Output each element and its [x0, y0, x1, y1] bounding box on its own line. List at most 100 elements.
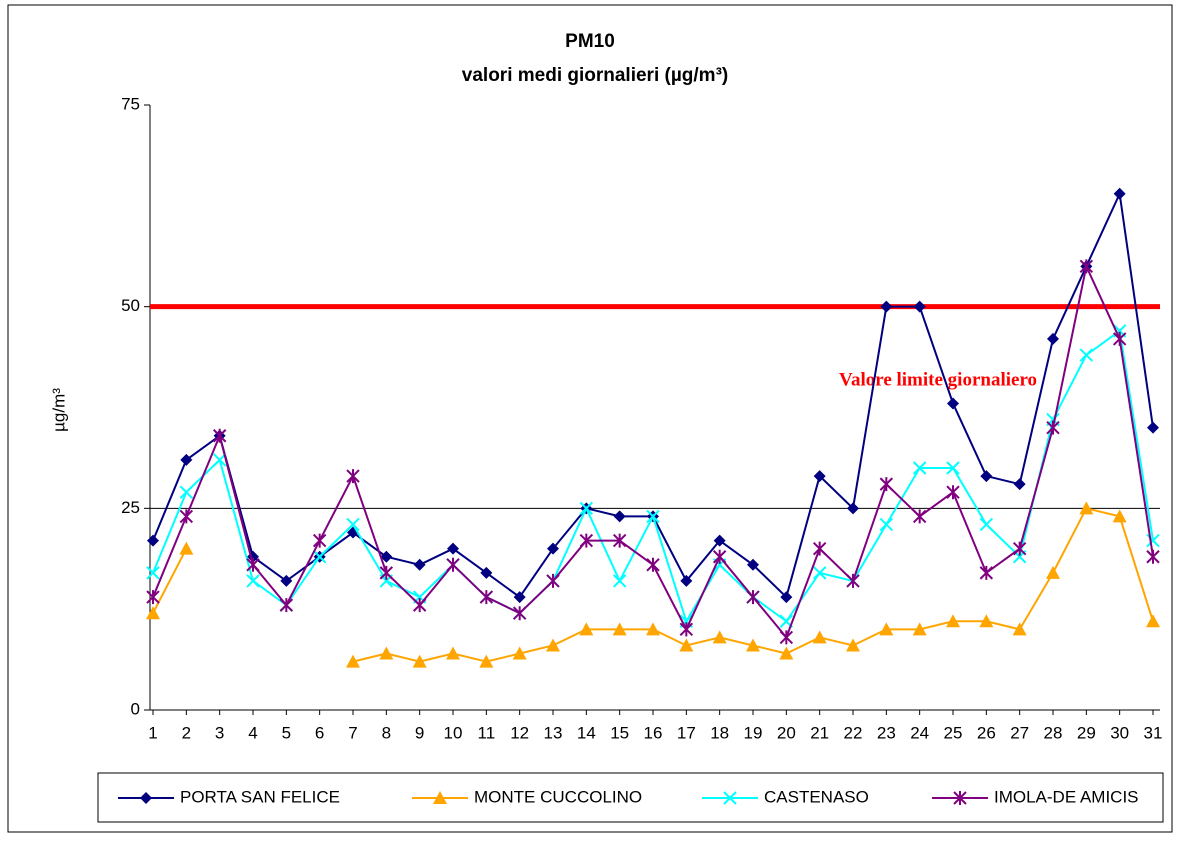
marker — [579, 533, 594, 548]
marker — [147, 534, 159, 547]
marker — [547, 542, 559, 555]
marker-shape — [746, 638, 760, 652]
marker-shape — [646, 557, 660, 572]
marker — [146, 606, 160, 620]
marker-shape — [813, 470, 826, 483]
marker — [1146, 614, 1160, 628]
marker — [1079, 259, 1094, 274]
marker-shape — [946, 461, 960, 475]
legend-label: IMOLA-DE AMICIS — [994, 787, 1139, 806]
marker — [179, 541, 194, 555]
y-tick-label: 0 — [131, 699, 140, 718]
marker — [346, 517, 360, 532]
marker-shape — [1012, 622, 1027, 636]
marker-shape — [433, 791, 447, 804]
marker-shape — [1047, 332, 1059, 345]
marker-shape — [980, 470, 993, 483]
marker — [412, 598, 427, 613]
marker — [912, 622, 927, 636]
marker-shape — [179, 485, 194, 499]
marker-shape — [912, 461, 927, 475]
legend-label: CASTENASO — [764, 787, 869, 806]
marker-shape — [179, 541, 194, 555]
marker — [447, 542, 459, 555]
marker-shape — [212, 428, 227, 443]
x-tick-label: 20 — [777, 723, 796, 742]
marker-shape — [712, 630, 727, 644]
marker — [747, 558, 759, 571]
marker-shape — [546, 573, 560, 588]
marker — [1079, 348, 1094, 362]
x-tick-label: 31 — [1144, 723, 1163, 742]
marker — [1046, 420, 1060, 435]
marker — [646, 622, 660, 636]
marker-shape — [479, 654, 494, 668]
x-tick-label: 12 — [510, 723, 529, 742]
marker — [612, 622, 627, 636]
marker — [879, 477, 894, 492]
marker — [379, 646, 394, 660]
marker — [679, 638, 694, 652]
marker-shape — [146, 606, 160, 620]
marker-shape — [1046, 565, 1060, 579]
marker — [813, 470, 826, 483]
marker — [180, 453, 193, 466]
marker-shape — [346, 654, 360, 668]
marker-shape — [412, 654, 427, 668]
marker-shape — [713, 534, 726, 547]
marker-shape — [612, 622, 627, 636]
marker — [746, 638, 760, 652]
marker-shape — [879, 622, 894, 636]
x-tick-label: 22 — [844, 723, 863, 742]
x-tick-label: 14 — [577, 723, 596, 742]
marker — [546, 638, 560, 652]
marker — [379, 565, 394, 580]
marker-shape — [312, 533, 327, 548]
x-tick-label: 16 — [644, 723, 663, 742]
marker — [979, 565, 994, 580]
marker-shape — [723, 791, 737, 805]
marker — [446, 646, 460, 660]
marker — [1146, 549, 1160, 564]
marker — [712, 630, 727, 644]
marker — [1079, 501, 1094, 515]
marker-shape — [780, 591, 793, 604]
x-tick-label: 15 — [610, 723, 629, 742]
marker — [846, 573, 860, 588]
marker-shape — [212, 453, 227, 467]
marker — [146, 566, 160, 580]
x-tick-label: 3 — [215, 723, 224, 742]
marker-shape — [479, 590, 494, 605]
marker-shape — [1079, 348, 1094, 362]
marker — [979, 517, 994, 532]
y-tick-label: 75 — [121, 94, 140, 113]
marker-shape — [846, 573, 860, 588]
marker — [280, 574, 293, 587]
marker — [946, 485, 960, 500]
chart-subtitle: valori medi giornalieri (µg/m³) — [462, 65, 728, 86]
marker-shape — [312, 550, 327, 564]
marker-shape — [579, 533, 594, 548]
marker — [953, 791, 967, 805]
marker-shape — [246, 574, 260, 588]
marker — [579, 501, 594, 516]
marker-shape — [747, 558, 759, 571]
marker-shape — [146, 590, 160, 605]
marker — [913, 300, 926, 313]
marker-shape — [712, 549, 727, 564]
marker — [1113, 187, 1126, 200]
y-axis-label: µg/m³ — [49, 388, 68, 432]
marker-shape — [779, 646, 794, 660]
marker-shape — [379, 646, 394, 660]
marker — [812, 541, 827, 556]
x-tick-label: 27 — [1010, 723, 1029, 742]
marker-shape — [847, 502, 859, 515]
marker — [1012, 541, 1027, 556]
marker-shape — [480, 566, 493, 579]
x-tick-label: 11 — [478, 723, 496, 742]
marker — [446, 557, 460, 572]
marker-shape — [1112, 509, 1127, 523]
x-tick-label: 17 — [677, 723, 696, 742]
marker — [1112, 331, 1127, 346]
marker-shape — [279, 598, 294, 613]
